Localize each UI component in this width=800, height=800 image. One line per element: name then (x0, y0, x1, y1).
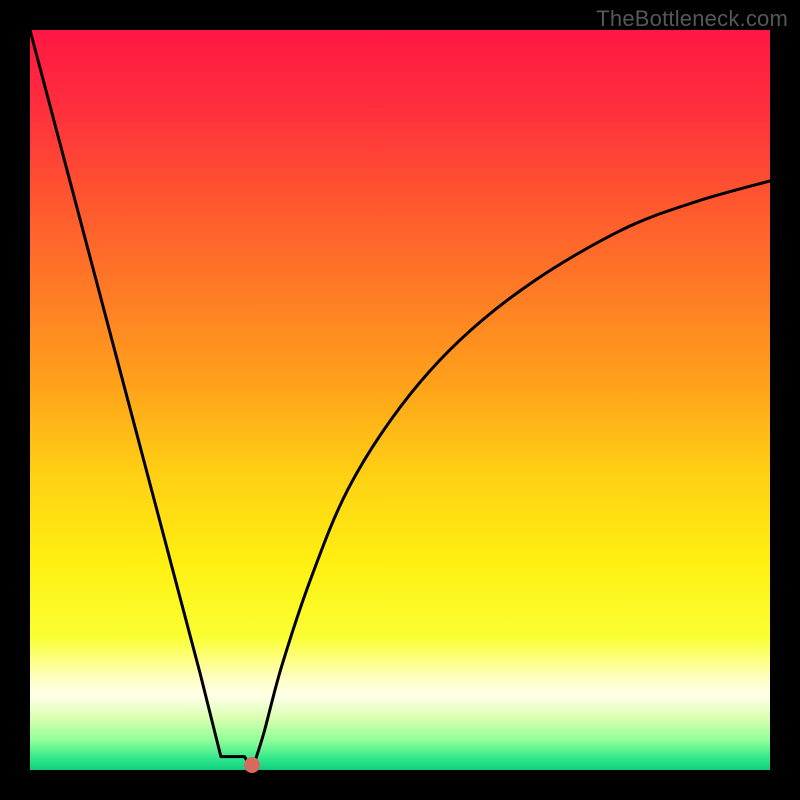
bottleneck-curve (30, 30, 770, 770)
chart-plot-area (30, 30, 770, 770)
optimal-point-marker (244, 757, 260, 773)
watermark-text: TheBottleneck.com (596, 6, 788, 32)
